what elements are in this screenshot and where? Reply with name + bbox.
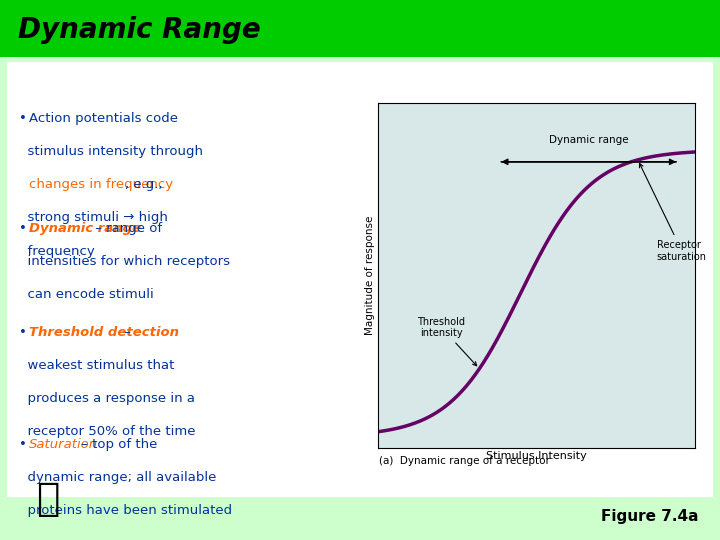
Text: weakest stimulus that: weakest stimulus that bbox=[19, 359, 175, 372]
Text: Receptor
saturation: Receptor saturation bbox=[639, 164, 707, 261]
Text: Action potentials code: Action potentials code bbox=[29, 112, 178, 125]
Text: Threshold detection: Threshold detection bbox=[29, 326, 179, 339]
Text: – top of the: – top of the bbox=[77, 438, 158, 451]
Text: can encode stimuli: can encode stimuli bbox=[19, 288, 154, 301]
Text: Dynamic range: Dynamic range bbox=[549, 136, 629, 145]
Text: –: – bbox=[120, 326, 131, 339]
Text: – range of: – range of bbox=[91, 221, 163, 235]
Text: , e.g.,: , e.g., bbox=[125, 178, 163, 191]
X-axis label: Stimulus Intensity: Stimulus Intensity bbox=[486, 451, 587, 461]
Text: 🐊: 🐊 bbox=[36, 481, 59, 518]
Text: Threshold
intensity: Threshold intensity bbox=[418, 316, 477, 366]
Text: •: • bbox=[19, 438, 32, 451]
Text: •: • bbox=[19, 221, 32, 235]
Text: •: • bbox=[19, 326, 32, 339]
Text: Figure 7.4a: Figure 7.4a bbox=[601, 509, 698, 524]
Text: proteins have been stimulated: proteins have been stimulated bbox=[19, 504, 233, 517]
Text: changes in frequency: changes in frequency bbox=[29, 178, 174, 191]
Text: Dynamic range: Dynamic range bbox=[29, 221, 141, 235]
Text: receptor 50% of the time: receptor 50% of the time bbox=[19, 426, 196, 438]
Text: produces a response in a: produces a response in a bbox=[19, 392, 195, 405]
Text: strong stimuli → high: strong stimuli → high bbox=[19, 212, 168, 225]
Text: intensities for which receptors: intensities for which receptors bbox=[19, 255, 230, 268]
Text: frequency: frequency bbox=[19, 245, 95, 258]
Text: Saturation: Saturation bbox=[29, 438, 98, 451]
Text: •: • bbox=[19, 112, 32, 125]
Text: Dynamic Range: Dynamic Range bbox=[18, 16, 261, 44]
Text: stimulus intensity through: stimulus intensity through bbox=[19, 145, 204, 158]
Text: (a)  Dynamic range of a receptor: (a) Dynamic range of a receptor bbox=[379, 456, 550, 467]
Text: dynamic range; all available: dynamic range; all available bbox=[19, 471, 217, 484]
Y-axis label: Magnitude of response: Magnitude of response bbox=[365, 215, 375, 335]
